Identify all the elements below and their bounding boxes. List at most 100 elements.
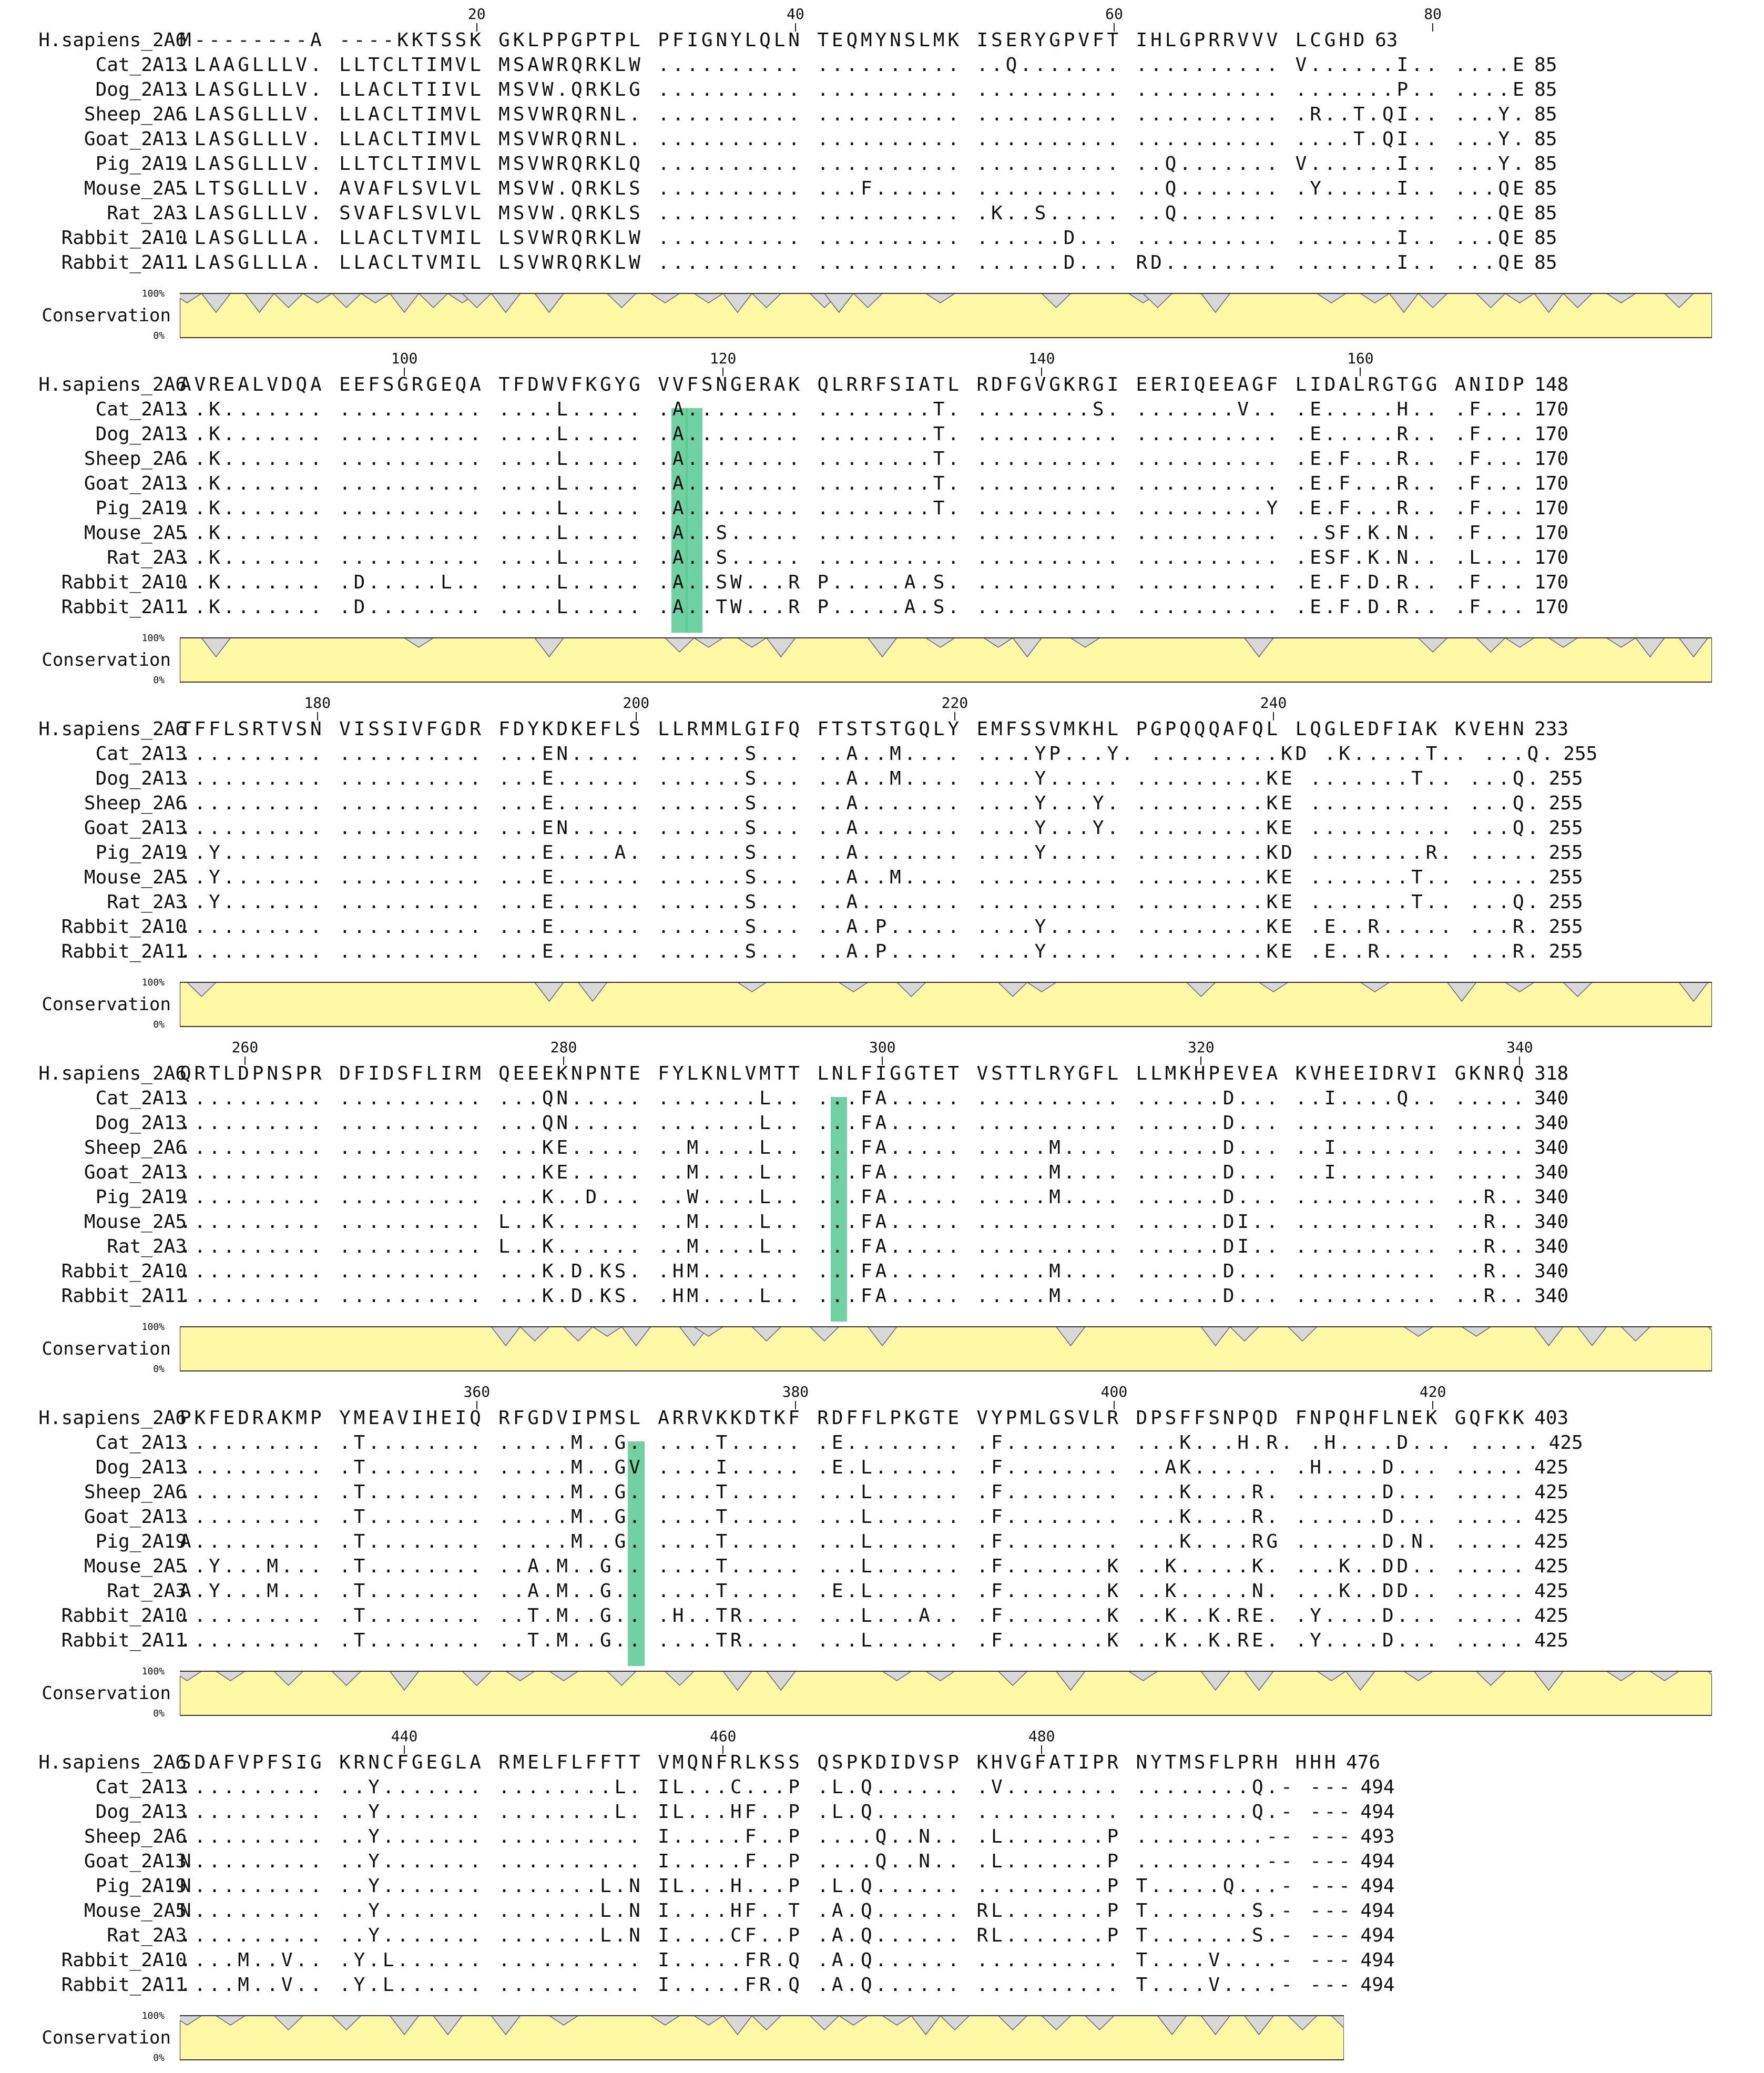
residue-count: 63 <box>1375 29 1398 51</box>
sequence-text: M--------A ----KKTSSK GKLPPGPTPL PFIGNYL… <box>180 29 1368 51</box>
alignment-row: Pig_2A19.......... .......... ...K..D...… <box>0 1185 1764 1210</box>
species-label: Rat_2A3 <box>107 891 187 913</box>
ruler-tick-mark <box>1273 712 1274 720</box>
species-label: H.sapiens_2A6 <box>38 1407 187 1429</box>
species-label: Rabbit_2A10 <box>61 227 187 249</box>
species-label: Rat_2A3 <box>107 1236 187 1257</box>
alignment-row: Rat_2A3 ..Y....... .......... ...E...... … <box>0 890 1764 914</box>
species-label: H.sapiens_2A6 <box>38 718 187 740</box>
sequence-text: .......... .T........ ..T.M..G.. ....TR.… <box>180 1630 1527 1651</box>
ruler-tick-label: 40 <box>787 5 804 23</box>
species-label: Rabbit_2A11 <box>61 1630 187 1651</box>
ruler-tick-label: 100 <box>391 350 418 367</box>
residue-count: 255 <box>1548 867 1583 888</box>
residue-count: 425 <box>1534 1506 1569 1528</box>
alignment-row: Dog_2A13.......... .......... ...QN.....… <box>0 1111 1764 1135</box>
species-label: Cat_2A13 <box>95 1088 187 1109</box>
species-label: Pig_2A19 <box>95 1531 187 1552</box>
ruler-tick-mark <box>1113 23 1115 32</box>
residue-count: 425 <box>1534 1531 1569 1552</box>
conservation-label: Conservation <box>42 649 171 670</box>
position-ruler: 20 40 60 80 <box>0 0 1764 32</box>
ruler-tick-label: 60 <box>1105 5 1123 23</box>
residue-count: 255 <box>1548 941 1583 962</box>
species-label: Pig_2A19 <box>95 842 187 863</box>
sequence-text: N......... ..Y....... .......... I.....F… <box>180 1851 1353 1872</box>
conservation-label: Conservation <box>42 1338 171 1359</box>
residue-count: 493 <box>1360 1826 1395 1847</box>
species-label: H.sapiens_2A6 <box>38 1063 187 1084</box>
species-label: Mouse_2A5 <box>84 1900 187 1922</box>
species-label: Mouse_2A5 <box>84 1211 187 1233</box>
sequence-text: .LASGLLLA. LLACLTVMIL LSVWRQRKLW .......… <box>180 252 1527 273</box>
species-label: Rabbit_2A10 <box>61 916 187 938</box>
species-label: Goat_2A13 <box>84 128 187 150</box>
ruler-tick-label: 180 <box>304 694 331 712</box>
alignment-row: Rabbit_2A11 .LASGLLLA. LLACLTVMIL LSVWRQR… <box>0 251 1764 275</box>
ruler-tick-label: 80 <box>1424 5 1442 23</box>
sequence-text: .LAAGLLLV. LLTCLTIMVL MSAWRQRKLW .......… <box>180 54 1527 76</box>
ruler-tick-label: 480 <box>1028 1728 1055 1745</box>
sequence-text: .......... .......... ...KE..... ..M....… <box>180 1162 1527 1183</box>
sequence-text: .LASGLLLV. LLACLTIIVL MSVW.QRKLG .......… <box>180 79 1527 100</box>
sequence-text: ..K....... .......... ....L..... .A.....… <box>180 473 1527 494</box>
sequence-text: .......... .......... ...EN..... ......S… <box>180 817 1542 839</box>
alignment-row: Rabbit_2A11 ....M..V.. .Y.L...... .......… <box>0 1973 1764 1997</box>
species-label: H.sapiens_2A6 <box>38 1752 187 1773</box>
conservation-track <box>180 293 1712 338</box>
species-label: Rabbit_2A11 <box>61 1974 187 1996</box>
alignment-row: Mouse_2A5 N......... ..Y....... .......L.… <box>0 1899 1764 1923</box>
sequence-text: .......... .......... ...K.D.KS. .HM....… <box>180 1261 1527 1282</box>
species-label: Rabbit_2A11 <box>61 252 187 273</box>
residue-count: 494 <box>1360 1900 1395 1922</box>
species-label: Cat_2A13 <box>95 1776 187 1798</box>
residue-count: 85 <box>1534 252 1557 273</box>
ruler-tick-mark <box>794 23 796 32</box>
alignment-row: Rat_2A3.......... ..Y....... .......L.N … <box>0 1924 1764 1948</box>
residue-count: 170 <box>1534 522 1569 544</box>
ruler-tick-label: 420 <box>1419 1383 1446 1400</box>
residue-count: 494 <box>1360 1851 1395 1872</box>
conservation-dip <box>1707 1326 1712 1332</box>
sequence-text: AVREALVDQA EEFSGRGEQA TFDWVFKGYG VVFSNGE… <box>180 374 1527 395</box>
conservation-fill <box>180 2015 1344 2060</box>
sequence-text: QRTLDPNSPR DFIDSFLIRM QEEEKNPNTE FYLKNLV… <box>180 1063 1527 1084</box>
sequence-text: .......... ..Y....... ........L. IL...C.… <box>180 1776 1353 1798</box>
alignment-row: Cat_2A13 ..K....... .......... ....L.....… <box>0 398 1764 422</box>
alignment-row: Rat_2A3 A.Y...M... .T........ ..A.M..G.. … <box>0 1579 1764 1603</box>
species-label: Rat_2A3 <box>107 547 187 568</box>
sequence-text: ..K....... .......... ....L..... .A..S..… <box>180 547 1527 568</box>
residue-count: 425 <box>1534 1580 1569 1602</box>
alignment-row: Dog_2A13.......... .T........ .....M..GV… <box>0 1456 1764 1480</box>
conservation-label: Conservation <box>42 1683 171 1704</box>
ruler-tick-label: 120 <box>709 350 737 367</box>
conservation-fill <box>180 1671 1712 1716</box>
pct-low-label: 0% <box>153 1019 165 1030</box>
sequence-text: A.Y...M... .T........ ..A.M..G.. ....T..… <box>180 1580 1527 1602</box>
ruler-tick-mark <box>635 712 637 720</box>
species-label: Sheep_2A6 <box>84 448 187 470</box>
alignment-block: 260 280 300 320 340 H.sapiens_2A6 QRTLDPNSPR D… <box>0 1033 1764 1378</box>
alignment-row: Mouse_2A5 ..Y....... .......... ...E.....… <box>0 866 1764 890</box>
species-label: Goat_2A13 <box>84 1851 187 1872</box>
sequence-text: ..K....... .......... ....L..... .A.....… <box>180 448 1527 470</box>
alignment-row: Dog_2A13.......... .......... ...E......… <box>0 767 1764 791</box>
ruler-tick-mark <box>1432 1401 1434 1409</box>
ruler-tick-label: 260 <box>231 1039 259 1056</box>
conservation-dip <box>1707 1671 1712 1676</box>
residue-count: 494 <box>1360 1875 1395 1897</box>
sequence-text: .......... .......... ...KE..... ..M....… <box>180 1137 1527 1159</box>
sequence-text: .LASGLLLA. LLACLTVMIL LSVWRQRKLW .......… <box>180 227 1527 249</box>
residue-count: 340 <box>1534 1137 1569 1159</box>
species-label: Goat_2A13 <box>84 1162 187 1183</box>
alignment-row: Pig_2A19 ..Y....... .......... ...E....A.… <box>0 841 1764 865</box>
alignment-row: Sheep_2A6.......... .......... ...KE....… <box>0 1136 1764 1160</box>
conservation-fill <box>180 637 1712 683</box>
alignment-block: 20 40 60 80 H.sapiens_2A6 M--------A ----KKTS… <box>0 0 1764 344</box>
alignment-row: Goat_2A13.......... .......... ...KE....… <box>0 1161 1764 1185</box>
species-label: Mouse_2A5 <box>84 522 187 544</box>
species-label: Rat_2A3 <box>107 1580 187 1602</box>
sequence-text: .......... .......... ...QN..... .......… <box>180 1088 1527 1109</box>
conservation-highlight-column <box>686 408 702 633</box>
alignment-row: Rat_2A3 ..K....... .......... ....L..... … <box>0 546 1764 570</box>
